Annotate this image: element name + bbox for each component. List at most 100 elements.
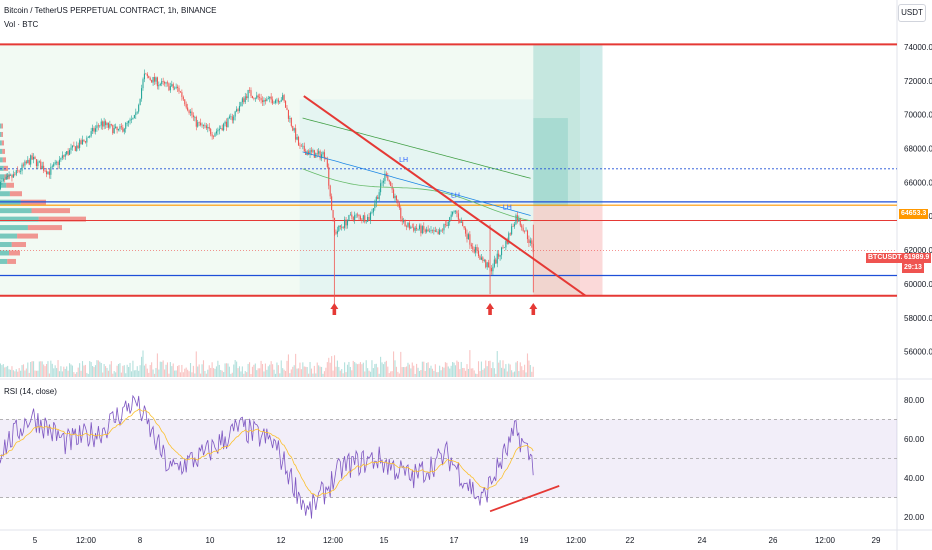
volume-bar <box>138 370 140 377</box>
candle-body <box>238 106 241 111</box>
volume-bar <box>73 372 75 377</box>
candle-body <box>33 156 35 160</box>
volume-bar <box>105 366 107 377</box>
candle-body <box>221 128 223 131</box>
candle-body <box>83 139 85 142</box>
volume-bar <box>475 373 477 377</box>
candle-body <box>427 229 429 232</box>
volume-bar <box>178 365 180 377</box>
volume-bar <box>352 360 354 377</box>
volume-bar <box>38 361 40 377</box>
volume-bar <box>182 372 184 377</box>
volume-profile-up-1 <box>0 250 9 256</box>
candle-body <box>116 126 118 131</box>
volume-bar <box>493 368 495 377</box>
volume-bar <box>369 371 372 377</box>
time-tick-label: 8 <box>138 536 143 545</box>
candle-body <box>227 117 229 127</box>
volume-bar <box>413 365 415 377</box>
candle-body <box>525 230 527 232</box>
price-tick-label: 62000.0 <box>904 246 932 255</box>
candle-body <box>189 111 192 113</box>
volume-bar <box>185 367 187 377</box>
volume-bar <box>424 371 426 377</box>
volume-bar <box>113 371 115 377</box>
volume-bar <box>529 365 531 377</box>
volume-bar <box>230 373 232 377</box>
volume-bar <box>532 366 534 377</box>
volume-profile-down-16 <box>1 123 3 129</box>
volume-bar <box>63 366 65 377</box>
volume-bar <box>346 364 349 377</box>
candle-body <box>287 110 289 119</box>
volume-bar <box>116 365 118 377</box>
candle-body <box>505 240 507 248</box>
candle-body <box>47 171 49 175</box>
volume-bar <box>423 361 425 377</box>
volume-bar <box>486 366 488 377</box>
volume-bar <box>184 368 186 377</box>
volume-bar <box>44 366 46 377</box>
candle-body <box>86 137 88 143</box>
volume-bar <box>269 364 271 377</box>
volume-bar <box>326 362 328 377</box>
volume-bar <box>107 370 109 377</box>
candle-body <box>61 155 63 159</box>
volume-bar <box>459 369 461 377</box>
volume-bar <box>60 366 62 377</box>
candle-body <box>208 127 210 129</box>
candle-body <box>328 167 330 186</box>
volume-bar <box>192 365 194 377</box>
candle-body <box>100 121 102 126</box>
volume-bar <box>17 371 19 377</box>
currency-button[interactable]: USDT <box>898 4 926 22</box>
volume-profile-up-10 <box>0 174 5 180</box>
time-tick-label: 19 <box>520 536 529 545</box>
volume-bar <box>128 366 130 377</box>
volume-profile-up-11 <box>0 165 4 171</box>
candle-body <box>93 128 95 132</box>
candle-body <box>486 262 488 268</box>
candle-body <box>251 96 253 99</box>
candle-body <box>459 219 461 223</box>
volume-bar <box>420 370 422 377</box>
candle-body <box>57 161 59 165</box>
volume-bar <box>125 373 127 377</box>
volume-bar <box>303 366 305 377</box>
rsi-label: RSI (14, close) <box>4 387 57 396</box>
candle-body <box>490 268 493 272</box>
volume-bar <box>80 370 82 377</box>
volume-bar <box>371 360 373 377</box>
candle-body <box>14 174 16 175</box>
volume-bar <box>54 365 56 377</box>
volume-bar <box>120 372 122 377</box>
candle-body <box>156 77 158 87</box>
volume-bar <box>146 368 148 377</box>
candle-body <box>106 122 108 126</box>
candle-body <box>165 82 167 84</box>
candle-body <box>133 115 135 119</box>
volume-bar <box>175 370 177 377</box>
volume-bar <box>194 373 196 377</box>
volume-bar <box>297 368 300 377</box>
volume-bar <box>515 362 517 377</box>
volume-bar <box>56 368 58 377</box>
volume-bar <box>263 371 265 377</box>
candle-body <box>12 174 14 178</box>
candle-body <box>191 111 193 116</box>
candle-body <box>139 98 141 106</box>
candle-body <box>81 139 84 145</box>
candle-body <box>1 180 3 182</box>
volume-bar <box>117 363 120 377</box>
up-arrow-icon <box>330 303 339 315</box>
volume-bar <box>341 369 343 377</box>
candle-body <box>94 128 97 132</box>
candle-body <box>289 118 291 119</box>
candle-body <box>421 226 423 234</box>
volume-bar <box>205 373 207 377</box>
volume-profile-down-10 <box>4 174 10 180</box>
candle-body <box>130 119 133 120</box>
volume-bar <box>411 362 413 377</box>
candle-body <box>433 230 435 231</box>
candle-body <box>149 78 151 80</box>
